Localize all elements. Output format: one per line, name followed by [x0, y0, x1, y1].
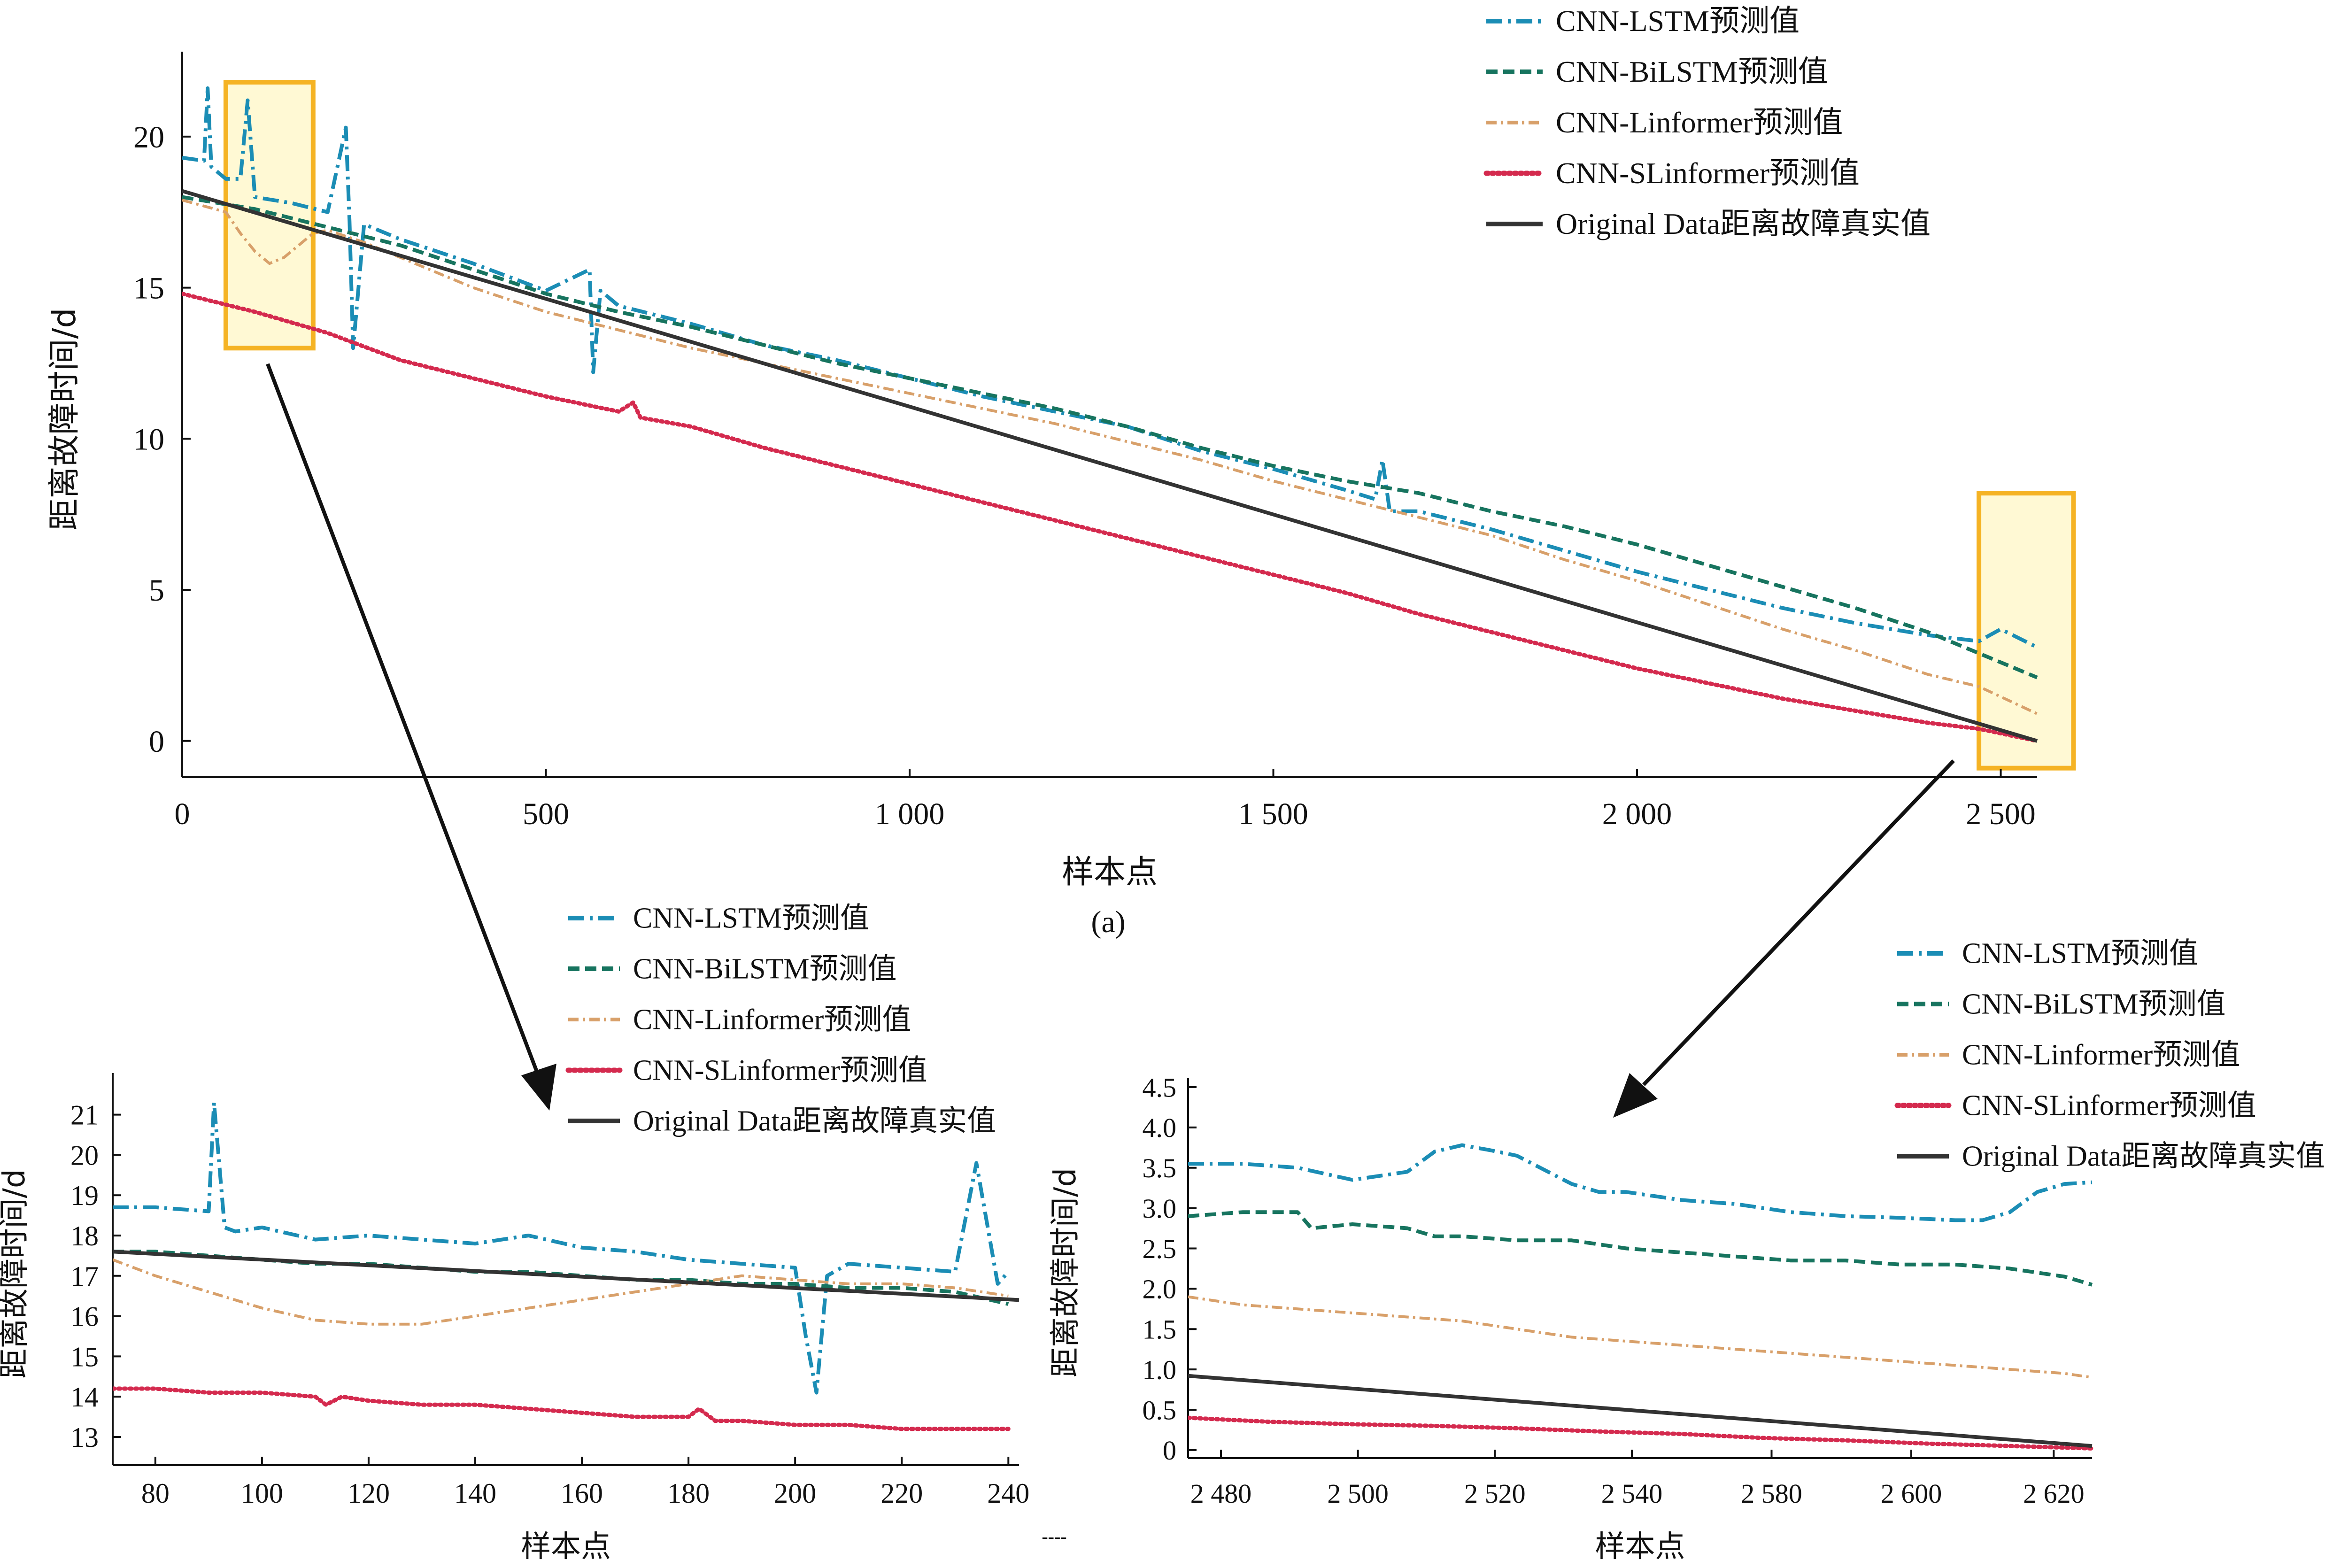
zoom-arrow-right-line — [1642, 759, 1955, 1086]
y-tick-label: 5 — [149, 573, 164, 608]
x-tick-label: 220 — [880, 1478, 923, 1509]
zoom-arrows — [266, 363, 1955, 1118]
legend-label-slinformer: CNN-SLinformer预测值 — [1962, 1089, 2256, 1121]
y-tick-label: 10 — [133, 422, 164, 456]
series-linformer — [113, 1258, 1009, 1326]
legend: CNN-LSTM预测值 CNN-BiLSTM预测值 CNN-Linformer预测值… — [1483, 4, 1931, 240]
y-axis-title: 距离故障时间/d — [46, 308, 83, 530]
legend-label-original: Original Data距离故障真实值 — [1556, 207, 1931, 240]
zoom-right-chart: 2 480 2 500 2 520 2 540 2 580 2 600 2 620 0 0.5 1… — [1048, 937, 2325, 1564]
y-tick-label: 16 — [70, 1301, 99, 1332]
x-tick-label: 100 — [241, 1478, 283, 1509]
y-tick-label: 1.0 — [1143, 1354, 1177, 1385]
y-tick-label: 14 — [70, 1382, 99, 1413]
series-original — [113, 1250, 1020, 1302]
y-tick-label: 20 — [133, 120, 164, 154]
footer-mark: ---- — [1042, 1526, 1066, 1547]
legend-label-bilstm: CNN-BiLSTM预测值 — [633, 953, 896, 985]
x-tick-label: 2 600 — [1881, 1478, 1942, 1509]
series-original — [182, 189, 2038, 743]
y-tick-label: 13 — [70, 1422, 99, 1453]
legend-label-linformer: CNN-Linformer预测值 — [1556, 106, 1843, 139]
x-tick-label: 2 480 — [1190, 1478, 1252, 1509]
legend: CNN-LSTM预测值 CNN-BiLSTM预测值 CNN-Linformer预测值… — [565, 902, 996, 1137]
y-tick-label: 18 — [70, 1220, 99, 1251]
legend-label-linformer: CNN-Linformer预测值 — [633, 1004, 911, 1035]
y-tick-label: 2.0 — [1143, 1274, 1177, 1305]
x-axis-title: 样本点 — [1062, 854, 1158, 891]
main-chart: 0 500 1 000 1 500 2 000 2 500 0 5 10 15 20 样本点 距离故障时… — [46, 4, 2076, 891]
x-tick-label: 2 500 — [1327, 1478, 1389, 1509]
y-tick-label: 1.5 — [1143, 1314, 1177, 1345]
x-tick-label: 2 540 — [1601, 1478, 1663, 1509]
zoom-arrow-left-line — [266, 363, 542, 1081]
y-axis-title: 距离故障时间/d — [0, 1169, 32, 1378]
x-tick-label: 0 — [175, 797, 190, 831]
y-tick-label: 19 — [70, 1180, 99, 1211]
y-tick-label: 21 — [70, 1100, 99, 1131]
y-tick-label: 3.0 — [1143, 1193, 1177, 1224]
legend-label-original: Original Data距离故障真实值 — [633, 1105, 996, 1137]
y-tick-label: 15 — [133, 271, 164, 306]
x-axis-title: 样本点 — [1595, 1529, 1685, 1564]
x-tick-label: 180 — [667, 1478, 710, 1509]
legend-label-slinformer: CNN-SLinformer预测值 — [633, 1054, 927, 1086]
y-tick-label: 0 — [149, 725, 164, 759]
series-original — [1188, 1374, 2093, 1448]
y-tick-label: 2.5 — [1143, 1234, 1177, 1264]
x-tick-label: 120 — [348, 1478, 390, 1509]
y-tick-label: 4.0 — [1143, 1112, 1177, 1143]
y-tick-label: 17 — [70, 1261, 99, 1292]
x-tick-label: 80 — [141, 1478, 170, 1509]
x-tick-label: 2 000 — [1602, 797, 1672, 831]
y-axis-title: 距离故障时间/d — [1048, 1168, 1083, 1377]
x-tick-label: 160 — [561, 1478, 603, 1509]
zoom-left-chart: 80 100 120 140 160 180 200 220 240 13 14 15 16 17 18 19… — [0, 902, 1029, 1564]
x-tick-label: 2 580 — [1741, 1478, 1802, 1509]
legend-label-linformer: CNN-Linformer预测值 — [1962, 1039, 2240, 1071]
y-tick-label: 0 — [1163, 1435, 1176, 1466]
legend-label-bilstm: CNN-BiLSTM预测值 — [1962, 988, 2225, 1020]
x-tick-label: 1 500 — [1238, 797, 1308, 831]
zoom-arrow-right-head — [1613, 1073, 1658, 1118]
legend-label-original: Original Data距离故障真实值 — [1962, 1140, 2325, 1172]
x-tick-label: 2 500 — [1966, 797, 2036, 831]
series-slinformer — [1188, 1415, 2094, 1451]
y-tick-label: 15 — [70, 1341, 99, 1372]
series-bilstm — [1188, 1210, 2093, 1287]
series-slinformer — [182, 292, 2039, 743]
y-tick-label: 0.5 — [1143, 1395, 1177, 1425]
legend-label-lstm: CNN-LSTM预测值 — [1556, 4, 1800, 38]
legend-label-bilstm: CNN-BiLSTM预测值 — [1556, 55, 1828, 88]
y-tick-label: 3.5 — [1143, 1153, 1177, 1183]
x-tick-label: 140 — [454, 1478, 496, 1509]
zoom-arrow-left-head — [521, 1064, 556, 1111]
series-lstm — [113, 1100, 1010, 1395]
figure-label: (a) — [1091, 905, 1125, 939]
legend: CNN-LSTM预测值 CNN-BiLSTM预测值 CNN-Linformer预测值… — [1894, 937, 2325, 1172]
x-tick-label: 240 — [987, 1478, 1029, 1509]
x-tick-label: 500 — [523, 797, 569, 831]
series-bilstm — [182, 195, 2038, 680]
series-lstm — [1188, 1143, 2093, 1222]
legend-label-lstm: CNN-LSTM预测值 — [633, 902, 869, 934]
series-linformer — [1188, 1295, 2093, 1379]
x-tick-label: 200 — [774, 1478, 816, 1509]
x-tick-label: 1 000 — [875, 797, 945, 831]
y-tick-label: 20 — [70, 1140, 99, 1171]
x-tick-label: 2 520 — [1464, 1478, 1526, 1509]
x-axis-title: 样本点 — [521, 1529, 611, 1564]
series-slinformer — [113, 1386, 1011, 1431]
series-lstm — [182, 86, 2038, 649]
y-tick-label: 4.5 — [1143, 1072, 1177, 1103]
legend-label-lstm: CNN-LSTM预测值 — [1962, 937, 2198, 969]
legend-label-slinformer: CNN-SLinformer预测值 — [1556, 156, 1860, 190]
x-tick-label: 2 620 — [2023, 1478, 2085, 1509]
